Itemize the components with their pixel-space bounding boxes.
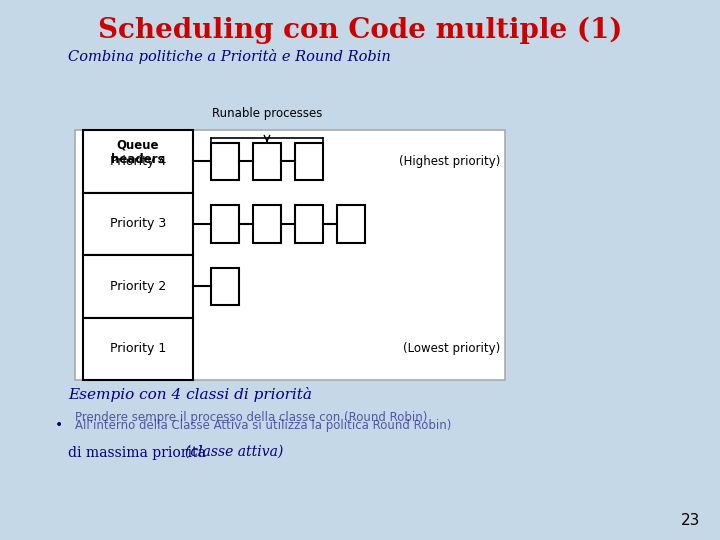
Text: (Lowest priority): (Lowest priority): [402, 342, 500, 355]
Text: Queue
headers: Queue headers: [111, 138, 165, 166]
Text: •: •: [55, 418, 63, 432]
Text: Priority 3: Priority 3: [110, 217, 166, 230]
Text: Runable processes: Runable processes: [212, 106, 322, 119]
Text: Scheduling con Code multiple (1): Scheduling con Code multiple (1): [98, 16, 622, 44]
Bar: [295, 143, 323, 180]
Bar: [83, 318, 193, 380]
Text: (classe attiva): (classe attiva): [185, 445, 283, 459]
Text: Prendere sempre il processo della classe con (Round Robin): Prendere sempre il processo della classe…: [75, 410, 428, 423]
Bar: [337, 205, 365, 242]
Text: (Highest priority): (Highest priority): [399, 155, 500, 168]
Text: Priority 1: Priority 1: [110, 342, 166, 355]
Bar: [295, 205, 323, 242]
Text: Combina politiche a Priorità e Round Robin: Combina politiche a Priorità e Round Rob…: [68, 49, 391, 64]
Bar: [253, 143, 281, 180]
Bar: [211, 143, 239, 180]
Bar: [75, 130, 505, 380]
Text: All'interno della Classe Attiva si utilizza la politica Round Robin): All'interno della Classe Attiva si utili…: [75, 418, 451, 431]
Text: 23: 23: [680, 513, 700, 528]
Text: Priority 2: Priority 2: [110, 280, 166, 293]
Text: di massima priorità: di massima priorità: [68, 444, 210, 460]
Bar: [253, 205, 281, 242]
Text: Esempio con 4 classi di priorità: Esempio con 4 classi di priorità: [68, 388, 312, 402]
Bar: [83, 255, 193, 318]
Bar: [211, 205, 239, 242]
Text: Priority 4: Priority 4: [110, 155, 166, 168]
Bar: [83, 130, 193, 192]
Bar: [211, 267, 239, 305]
Bar: [83, 192, 193, 255]
